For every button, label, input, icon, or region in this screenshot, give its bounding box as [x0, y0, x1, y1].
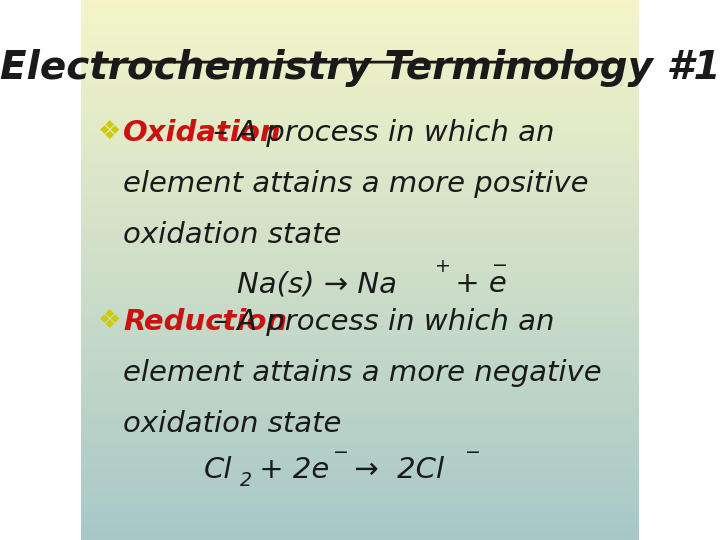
Text: 2: 2 [240, 471, 252, 490]
Text: ❖: ❖ [98, 308, 122, 334]
Text: −: − [492, 256, 508, 275]
Text: −: − [465, 443, 481, 462]
Text: + e: + e [446, 270, 507, 298]
Text: Reduction: Reduction [123, 308, 287, 336]
Text: Electrochemistry Terminology #1: Electrochemistry Terminology #1 [0, 49, 720, 86]
Text: −: − [333, 443, 349, 462]
Text: ❖: ❖ [98, 119, 122, 145]
Text: – A process in which an: – A process in which an [204, 119, 554, 147]
Text: Oxidation: Oxidation [123, 119, 282, 147]
Text: +: + [436, 256, 451, 275]
Text: oxidation state: oxidation state [123, 221, 341, 249]
Text: + 2e: + 2e [250, 456, 330, 484]
Text: element attains a more positive: element attains a more positive [123, 170, 588, 198]
Text: Na(s) → Na: Na(s) → Na [238, 270, 397, 298]
Text: – A process in which an: – A process in which an [204, 308, 554, 336]
Text: oxidation state: oxidation state [123, 410, 341, 438]
Text: →  2Cl: → 2Cl [345, 456, 444, 484]
Text: Cl: Cl [204, 456, 233, 484]
Text: element attains a more negative: element attains a more negative [123, 359, 602, 387]
